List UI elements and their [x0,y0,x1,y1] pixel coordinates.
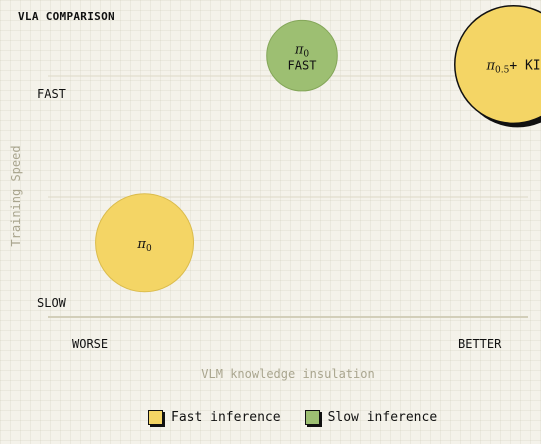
bubble-point-1 [266,19,338,92]
legend-swatch-fast [148,410,163,425]
bubble-label-0: π0 [136,237,152,254]
y-tick-fast: FAST [37,87,66,101]
legend-label-slow: Slow inference [327,410,438,425]
legend-item-fast: Fast inference [148,410,281,425]
bubble-point-2 [454,5,541,125]
chart-title: VLA COMPARISON [18,10,115,23]
legend: Fast inference Slow inference [148,410,437,425]
legend-swatch-slow [304,410,320,425]
bubble-point-0 [95,193,195,293]
bubble-label-1: π0 [294,43,310,60]
x-axis-label: VLM knowledge insulation [201,367,375,381]
legend-item-slow: Slow inference [304,410,438,425]
y-tick-slow: SLOW [37,296,66,310]
x-tick-worse: WORSE [72,337,109,351]
x-tick-better: BETTER [458,337,502,351]
legend-label-fast: Fast inference [171,410,281,425]
bubble-label-line2-1: FAST [288,59,317,73]
bubble-label-2: π0.5+ KI [485,59,540,76]
